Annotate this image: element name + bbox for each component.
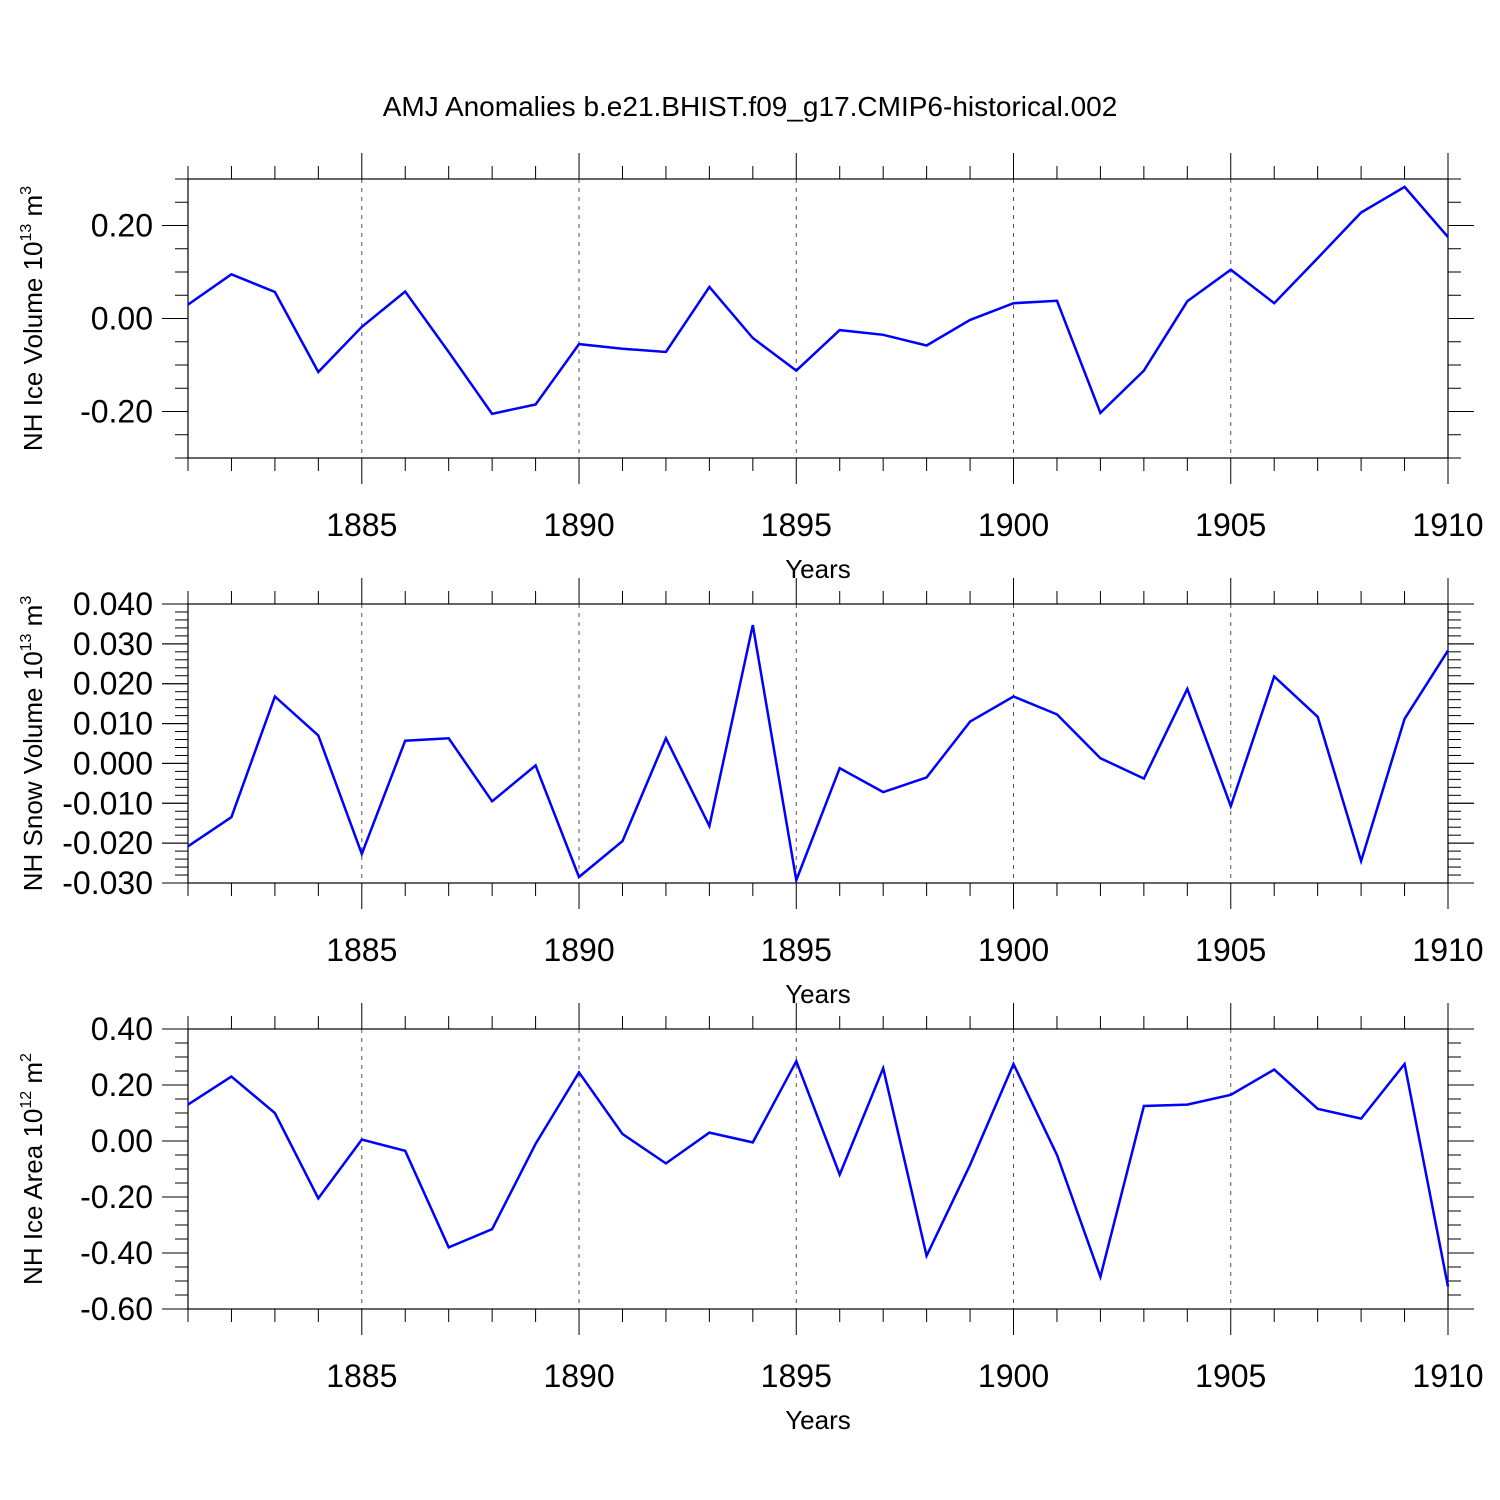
nh-ice-volume-x-tick-label: 1885 bbox=[326, 507, 397, 543]
nh-snow-volume-x-tick-label: 1905 bbox=[1195, 932, 1266, 968]
nh-ice-area-y-tick-label: -0.60 bbox=[80, 1291, 153, 1327]
nh-ice-volume-x-tick-label: 1895 bbox=[761, 507, 832, 543]
nh-snow-volume-y-axis-label-part: 3 bbox=[18, 596, 35, 605]
nh-ice-area-y-axis-label: NH Ice Area 1012 m2 bbox=[18, 1053, 48, 1285]
nh-ice-area-y-tick-label: 0.40 bbox=[91, 1011, 153, 1047]
nh-snow-volume-y-axis-label-part: 13 bbox=[18, 633, 35, 651]
nh-ice-area-panel: -0.60 -0.40 -0.20 0.00 0.20 0.40 1885 1890 1895 1… bbox=[18, 1003, 1484, 1435]
nh-ice-area-y-tick-label: -0.20 bbox=[80, 1179, 153, 1215]
nh-ice-volume-x-axis-label: Years bbox=[785, 554, 851, 584]
nh-ice-volume-plot-frame bbox=[187, 178, 1449, 459]
nh-snow-volume-y-axis-label-part: NH Snow Volume 10 bbox=[18, 651, 48, 891]
nh-ice-area-x-tick-label: 1895 bbox=[761, 1358, 832, 1394]
nh-ice-area-y-axis-label-part: 12 bbox=[18, 1091, 35, 1109]
nh-ice-volume-y-axis-label-part: NH Ice Volume 10 bbox=[18, 242, 48, 452]
nh-ice-area-plot-frame bbox=[187, 1028, 1449, 1310]
panels: -0.20 0.00 0.20 1885 1890 1895 1900 1905 1910 Yea… bbox=[18, 153, 1484, 1435]
nh-snow-volume-x-tick-label: 1885 bbox=[326, 932, 397, 968]
nh-ice-volume-series-line bbox=[187, 185, 1449, 416]
nh-ice-volume-y-axis-label-part: 13 bbox=[18, 224, 35, 242]
nh-snow-volume-y-tick-label: 0.030 bbox=[73, 626, 153, 662]
nh-ice-volume-panel: -0.20 0.00 0.20 1885 1890 1895 1900 1905 1910 Yea… bbox=[18, 153, 1484, 584]
nh-ice-area-x-tick-label: 1890 bbox=[543, 1358, 614, 1394]
nh-snow-volume-y-axis-label: NH Snow Volume 1013 m3 bbox=[18, 596, 48, 892]
nh-ice-volume-x-tick-label: 1900 bbox=[978, 507, 1049, 543]
nh-snow-volume-y-tick-label: 0.010 bbox=[73, 706, 153, 742]
nh-snow-volume-y-tick-label: 0.000 bbox=[73, 745, 153, 781]
nh-ice-area-series-line bbox=[187, 1058, 1450, 1287]
nh-ice-area-y-axis-label-part: 2 bbox=[18, 1053, 35, 1062]
nh-snow-volume-y-axis-label-part: m bbox=[18, 605, 48, 634]
nh-snow-volume-y-tick-label: -0.030 bbox=[62, 865, 153, 901]
nh-ice-volume-x-tick-label: 1910 bbox=[1412, 507, 1483, 543]
nh-snow-volume-x-tick-label: 1890 bbox=[543, 932, 614, 968]
nh-ice-volume-y-axis-label-part: m bbox=[18, 195, 48, 224]
nh-ice-area-y-tick-label: -0.40 bbox=[80, 1235, 153, 1271]
nh-snow-volume-y-tick-label: -0.010 bbox=[62, 785, 153, 821]
nh-snow-volume-y-tick-label: -0.020 bbox=[62, 825, 153, 861]
nh-snow-volume-y-tick-label: 0.020 bbox=[73, 666, 153, 702]
nh-snow-volume-plot-frame bbox=[187, 603, 1449, 884]
nh-ice-volume-x-tick-label: 1905 bbox=[1195, 507, 1266, 543]
nh-ice-area-y-tick-label: 0.20 bbox=[91, 1067, 153, 1103]
nh-snow-volume-x-axis-label: Years bbox=[785, 979, 851, 1009]
nh-snow-volume-y-tick-label: 0.040 bbox=[73, 586, 153, 622]
figure-title: AMJ Anomalies b.e21.BHIST.f09_g17.CMIP6-… bbox=[383, 91, 1118, 122]
nh-ice-area-x-tick-label: 1910 bbox=[1412, 1358, 1483, 1394]
nh-ice-volume-y-tick-label: 0.20 bbox=[91, 208, 153, 244]
nh-snow-volume-x-tick-label: 1895 bbox=[761, 932, 832, 968]
nh-ice-area-x-axis-label: Years bbox=[785, 1405, 851, 1435]
nh-ice-area-y-axis-label-part: m bbox=[18, 1062, 48, 1091]
nh-ice-area-x-tick-label: 1900 bbox=[978, 1358, 1049, 1394]
nh-ice-volume-y-tick-label: -0.20 bbox=[80, 394, 153, 430]
nh-ice-area-x-tick-label: 1885 bbox=[326, 1358, 397, 1394]
nh-ice-volume-y-axis-label-part: 3 bbox=[18, 186, 35, 195]
nh-ice-area-y-axis-label-part: NH Ice Area 10 bbox=[18, 1109, 48, 1285]
nh-ice-area-y-tick-label: 0.00 bbox=[91, 1123, 153, 1159]
nh-ice-volume-y-axis-label: NH Ice Volume 1013 m3 bbox=[18, 186, 48, 451]
nh-snow-volume-x-tick-label: 1900 bbox=[978, 932, 1049, 968]
nh-ice-area-x-tick-label: 1905 bbox=[1195, 1358, 1266, 1394]
nh-ice-volume-y-tick-label: 0.00 bbox=[91, 301, 153, 337]
nh-snow-volume-x-tick-label: 1910 bbox=[1412, 932, 1483, 968]
nh-snow-volume-series-line bbox=[187, 624, 1450, 885]
nh-ice-volume-x-tick-label: 1890 bbox=[543, 507, 614, 543]
